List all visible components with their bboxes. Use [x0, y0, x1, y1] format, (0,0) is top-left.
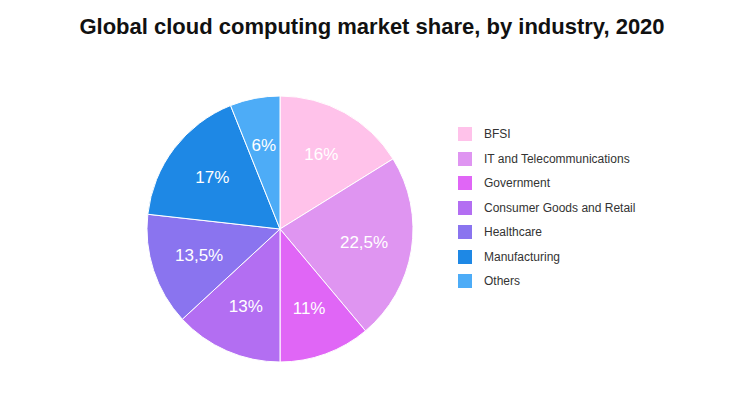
html-text:Government: Government	[484, 176, 550, 191]
html-text:IT and Telecommunications: IT and Telecommunications	[484, 151, 630, 166]
html-text:Global cloud computing market: Global cloud computing market share, by …	[79, 14, 665, 39]
html-text:Manufacturing: Manufacturing	[484, 249, 560, 264]
html-text:Consumer Goods and Retail: Consumer Goods and Retail	[484, 200, 636, 215]
html-text:Healthcare: Healthcare	[484, 225, 542, 240]
svg-text:16%: 16%	[304, 145, 338, 164]
svg-text:13%: 13%	[229, 297, 263, 316]
svg-text:17%: 17%	[195, 168, 229, 187]
html-text:BFSI: BFSI	[484, 127, 511, 142]
svg-text:22,5%: 22,5%	[340, 233, 388, 252]
svg-text:11%: 11%	[293, 299, 326, 318]
svg-text:13,5%: 13,5%	[175, 246, 223, 265]
svg-text:6%: 6%	[252, 136, 277, 155]
html-text:Others: Others	[484, 274, 520, 289]
